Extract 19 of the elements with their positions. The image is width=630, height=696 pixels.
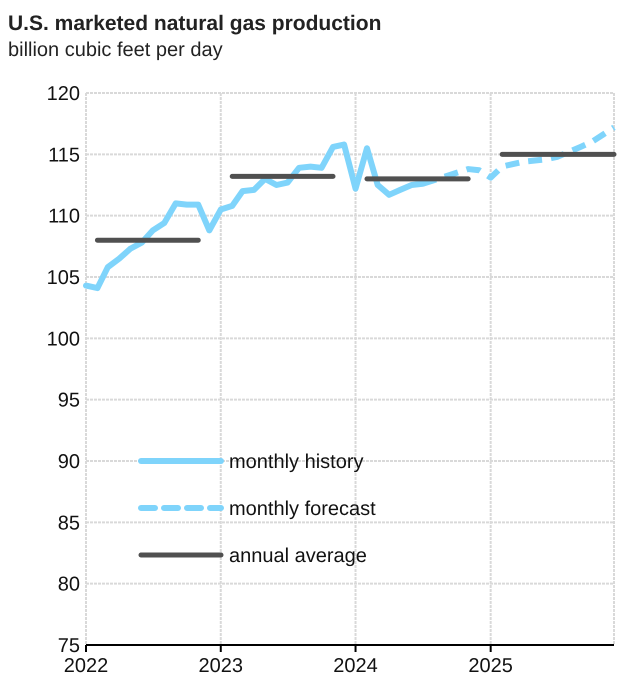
y-tick-label: 120 bbox=[46, 83, 80, 105]
y-tick-label: 105 bbox=[46, 267, 80, 289]
chart-title: U.S. marketed natural gas production bbox=[8, 12, 382, 35]
chart-subtitle: billion cubic feet per day bbox=[8, 39, 223, 61]
y-tick-label: 95 bbox=[58, 390, 80, 412]
x-tick-label: 2025 bbox=[468, 655, 513, 677]
y-tick-label: 110 bbox=[48, 206, 80, 228]
x-tick-label: 2022 bbox=[64, 655, 108, 677]
legend-label: annual average bbox=[229, 545, 367, 567]
x-tick-label: 2023 bbox=[198, 655, 244, 677]
legend-label: monthly history bbox=[229, 451, 364, 473]
y-tick-label: 115 bbox=[48, 144, 80, 166]
x-tick-label: 2024 bbox=[333, 655, 378, 677]
legend-label: monthly forecast bbox=[229, 498, 376, 520]
y-tick-label: 85 bbox=[58, 512, 80, 534]
y-tick-label: 90 bbox=[58, 451, 80, 473]
y-tick-label: 80 bbox=[58, 574, 80, 596]
y-tick-label: 75 bbox=[58, 635, 80, 657]
y-tick-label: 100 bbox=[46, 328, 80, 350]
